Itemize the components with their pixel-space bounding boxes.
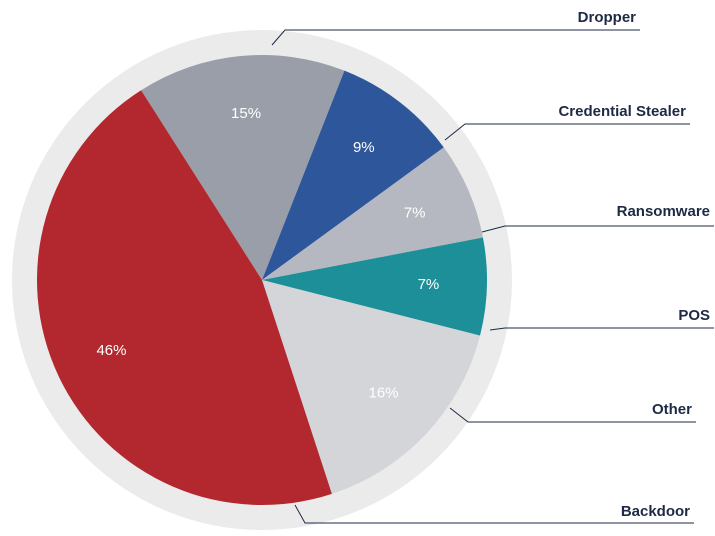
leader-line [444, 123, 690, 141]
slice-label: 15% [231, 105, 261, 122]
pie-slice [141, 54, 345, 280]
slice-label: 16% [369, 385, 399, 402]
pie-slice [262, 147, 483, 280]
leader-line [481, 225, 714, 233]
legend-label: Credential Stealer [558, 103, 686, 120]
legend-label: Other [652, 401, 692, 418]
leader-line [449, 407, 696, 423]
leader-line [489, 327, 714, 331]
legend-label: POS [678, 307, 710, 324]
pie-slice [262, 280, 481, 494]
slice-label: 7% [404, 205, 426, 222]
slice-label: 9% [353, 139, 375, 156]
legend-label: Ransomware [617, 203, 710, 220]
leader-line [294, 504, 694, 524]
legend-label: Backdoor [621, 503, 690, 520]
pie-slice [262, 70, 444, 281]
slice-label: 7% [418, 276, 440, 293]
slice-label: 46% [96, 342, 126, 359]
leader-line [271, 29, 640, 46]
pie-slice [262, 237, 487, 336]
legend-label: Dropper [578, 9, 637, 26]
pie-slice [37, 90, 332, 505]
